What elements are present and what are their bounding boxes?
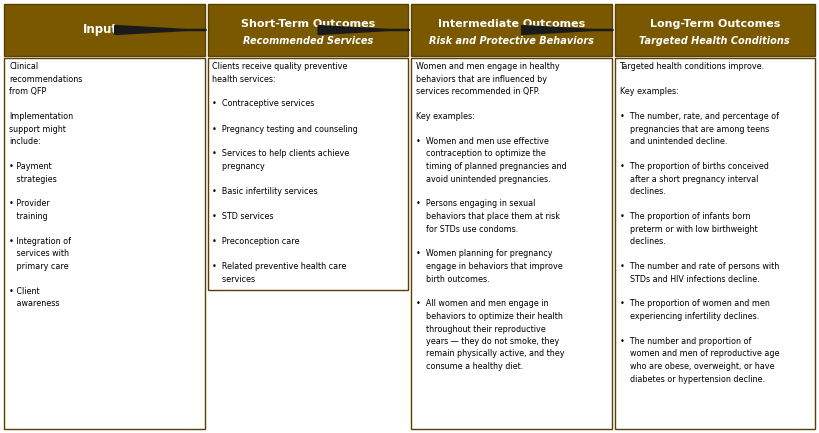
Text: Long-Term Outcomes: Long-Term Outcomes: [649, 19, 780, 29]
Text: Intermediate Outcomes: Intermediate Outcomes: [437, 19, 585, 29]
Text: Targeted Health Conditions: Targeted Health Conditions: [640, 36, 790, 46]
Bar: [411, 4, 612, 56]
Bar: [614, 4, 815, 56]
Text: Targeted health conditions improve.

Key examples:

•  The number, rate, and per: Targeted health conditions improve. Key …: [619, 62, 779, 384]
Text: Risk and Protective Behaviors: Risk and Protective Behaviors: [429, 36, 594, 46]
Bar: [207, 58, 408, 290]
Bar: [4, 58, 205, 429]
Bar: [614, 58, 815, 429]
Bar: [207, 4, 408, 56]
Text: Clinical
recommendations
from QFP

Implementation
support might
include:

• Paym: Clinical recommendations from QFP Implem…: [9, 62, 83, 308]
Bar: [4, 4, 205, 56]
Text: Clients receive quality preventive
health services:

•  Contraceptive services

: Clients receive quality preventive healt…: [212, 62, 358, 284]
Text: Short-Term Outcomes: Short-Term Outcomes: [241, 19, 375, 29]
Bar: [411, 58, 612, 429]
Text: Women and men engage in healthy
behaviors that are influenced by
services recomm: Women and men engage in healthy behavior…: [416, 62, 567, 371]
Text: Inputs: Inputs: [84, 23, 125, 36]
Text: Recommended Services: Recommended Services: [242, 36, 373, 46]
